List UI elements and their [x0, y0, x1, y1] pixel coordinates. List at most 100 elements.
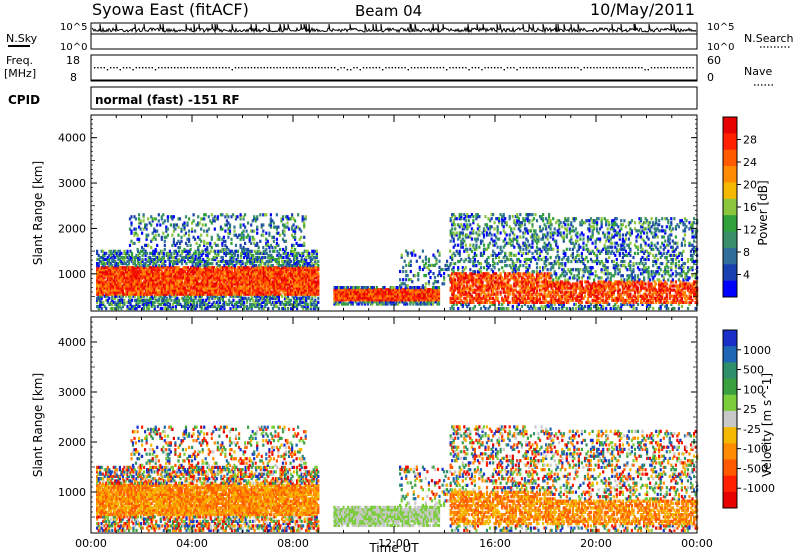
power-cell [212, 304, 215, 309]
power-cell [177, 225, 180, 229]
power-cell [194, 288, 197, 292]
power-cell [133, 264, 137, 268]
power-cell [269, 213, 272, 217]
power-cell [166, 227, 169, 231]
power-cell [202, 251, 205, 255]
power-cell [190, 286, 193, 290]
freq-point [318, 67, 320, 69]
power-cell [100, 255, 103, 260]
power-cell [144, 282, 147, 286]
power-cell [111, 292, 114, 296]
freq-point [161, 67, 163, 69]
power-cell [188, 274, 191, 278]
power-cell [244, 280, 247, 284]
power-cell [240, 270, 243, 274]
power-cell [233, 274, 237, 278]
power-cell [153, 278, 156, 282]
power-cell [132, 284, 135, 288]
power-cell [226, 286, 229, 290]
power-cell [479, 306, 483, 311]
power-cell [129, 268, 132, 272]
power-cell [203, 278, 206, 282]
power-cell [229, 251, 232, 255]
power-cell [126, 268, 129, 272]
power-cell [282, 255, 285, 260]
power-cell [143, 284, 146, 288]
power-cell [164, 284, 167, 288]
power-cell [211, 257, 214, 262]
power-cell [190, 292, 193, 296]
freq-point [689, 67, 691, 69]
power-cell [132, 282, 135, 286]
power-cell [290, 298, 293, 302]
power-cell [232, 292, 235, 296]
power-cell [96, 286, 99, 290]
power-cell [149, 255, 152, 260]
power-cell [137, 262, 140, 266]
power-cell [427, 280, 430, 284]
power-cell [199, 257, 202, 262]
power-cell [461, 245, 464, 249]
power-cell [208, 288, 211, 292]
power-cell [135, 284, 138, 288]
power-cell [226, 270, 229, 274]
power-cell [194, 296, 197, 300]
power-cell [229, 286, 232, 290]
power-cell [290, 259, 293, 264]
power-cell [243, 302, 246, 306]
power-cell [112, 280, 115, 284]
power-cell [211, 302, 214, 306]
power-cell [170, 286, 173, 290]
freq-point [286, 67, 288, 69]
power-cell [238, 286, 241, 290]
power-cell [114, 259, 117, 264]
power-cell [227, 282, 231, 286]
power-cell [143, 286, 146, 290]
power-cell [418, 255, 421, 259]
power-cell [121, 286, 124, 290]
power-cell [226, 288, 229, 292]
power-cell [196, 290, 199, 294]
power-cell [190, 290, 193, 294]
power-cell [127, 284, 131, 288]
power-cell [168, 270, 171, 274]
power-cell [193, 278, 196, 282]
power-cell [472, 219, 475, 223]
power-cell [193, 259, 196, 264]
power-cell [206, 255, 209, 260]
power-cell [147, 266, 150, 270]
power-cell [174, 255, 177, 260]
power-cell [286, 221, 289, 225]
power-cell [96, 249, 99, 253]
power-cell [171, 270, 174, 274]
power-cell [202, 278, 205, 282]
power-cell [183, 274, 187, 278]
power-cell [240, 282, 243, 286]
power-cell [218, 259, 221, 264]
power-cell [153, 306, 156, 311]
power-cell [177, 233, 180, 237]
power-cell [96, 278, 99, 282]
power-cell [224, 251, 227, 255]
power-cell [209, 282, 212, 286]
power-cell [457, 243, 460, 247]
power-cell [153, 266, 156, 270]
freq-point [519, 67, 521, 69]
power-cell [229, 262, 232, 266]
power-cell [187, 257, 190, 262]
power-cell [161, 288, 164, 292]
power-cell [118, 304, 121, 309]
power-cell [493, 221, 496, 225]
power-cell [174, 278, 177, 282]
power-cell [205, 253, 208, 257]
power-cell [108, 274, 111, 278]
power-cell [194, 255, 197, 260]
power-cell [130, 229, 133, 233]
power-cell [156, 286, 159, 290]
freq-point [186, 67, 189, 69]
power-cell [199, 264, 202, 268]
power-cell [106, 255, 109, 260]
power-cell [112, 292, 115, 296]
power-cell [227, 286, 231, 290]
power-cell [168, 276, 171, 280]
